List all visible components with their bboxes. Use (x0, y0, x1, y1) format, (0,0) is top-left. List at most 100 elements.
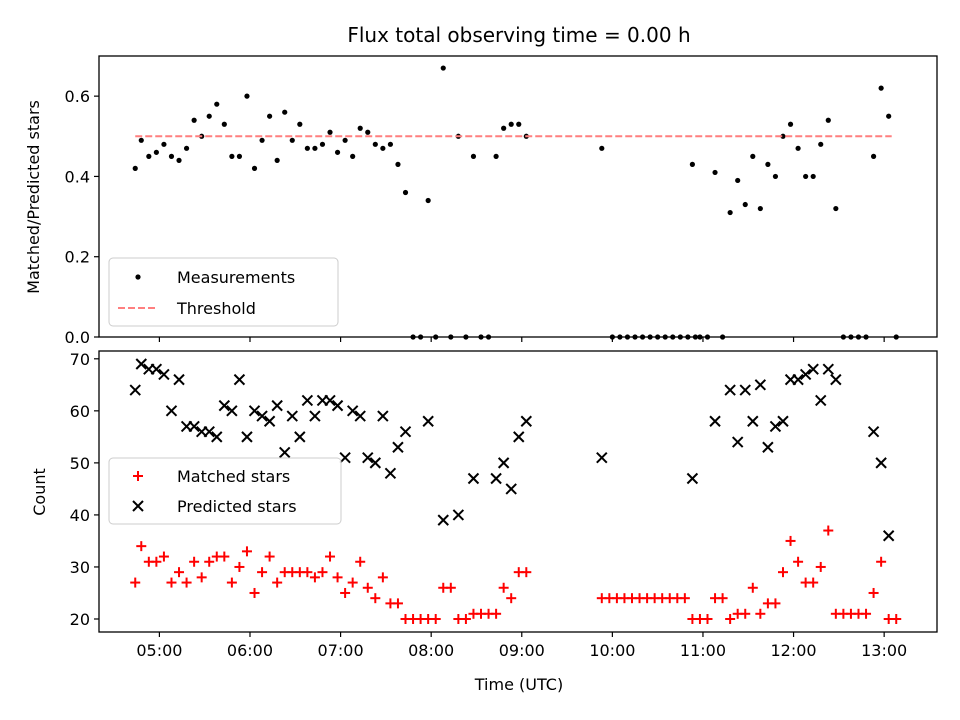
matched-stars-point (785, 535, 796, 546)
measurements-point (677, 334, 683, 340)
measurements-point (647, 334, 653, 340)
measurements-point (624, 334, 631, 340)
matched-stars-point (808, 577, 819, 588)
matched-stars-point (702, 613, 713, 624)
measurements-point (609, 334, 615, 340)
measurements-point (516, 121, 522, 127)
matched-stars-point (317, 567, 328, 578)
measurements-point (433, 334, 439, 340)
measurements-point (893, 334, 899, 340)
measurements-point (395, 161, 401, 167)
predicted-stars-point (792, 373, 804, 386)
measurements-point (670, 334, 676, 340)
predicted-stars-point (731, 436, 744, 448)
predicted-stars-point (875, 457, 887, 469)
matched-stars-point (136, 541, 147, 552)
matched-stars-point (196, 572, 207, 583)
predicted-stars-point (520, 415, 533, 427)
predicted-stars-point (867, 425, 880, 438)
x-tick-label: 06:00 (227, 641, 273, 660)
measurements-point (350, 153, 356, 159)
measurements-point (501, 125, 507, 131)
predicted-stars-point (218, 399, 231, 412)
predicted-stars-point (354, 410, 366, 422)
predicted-stars-point (241, 431, 253, 443)
matched-stars-point (181, 577, 192, 588)
matched-stars-point (717, 593, 728, 604)
measurements-point (878, 85, 884, 91)
matched-stars-point (725, 613, 736, 624)
matched-stars-point (521, 567, 532, 578)
measurements-point (712, 169, 718, 176)
measurements-point (206, 113, 212, 119)
predicted-stars-point (331, 399, 344, 412)
matched-stars-point (392, 598, 403, 609)
matched-stars-point (347, 577, 358, 588)
x-tick-label: 13:00 (861, 641, 907, 660)
bottom-panel: 05:00 06:00 07:00 08:00 09:00 10:00 11:00 12:00… (30, 350, 938, 660)
top-y-tick-label: 0.2 (65, 248, 90, 267)
predicted-stars-point (399, 425, 412, 438)
measurements-point (639, 334, 646, 340)
measurements-point (312, 145, 318, 151)
bottom-y-tick-label: 20 (70, 610, 90, 629)
measurements-point (372, 141, 378, 147)
measurements-point (221, 121, 227, 127)
predicted-stars-point (596, 451, 608, 464)
x-axis-label: Time (UTC) (474, 675, 563, 694)
predicted-stars-point (339, 451, 351, 464)
measurements-point (289, 137, 295, 143)
measurements-point (886, 113, 892, 119)
measurements-point (327, 129, 333, 135)
measurements-point (191, 117, 197, 123)
predicted-stars-point (165, 405, 178, 417)
measurements-point (259, 137, 265, 143)
matched-stars-point (362, 582, 373, 593)
x-tick-label: 05:00 (136, 641, 182, 660)
measurements-point (402, 189, 409, 196)
measurements-point (795, 145, 801, 151)
matched-stars-point (679, 593, 690, 604)
bottom-legend: Matched stars Predicted stars (108, 457, 342, 525)
x-tick-label: 08:00 (408, 641, 454, 660)
predicted-stars-point (799, 368, 812, 381)
measurements-point (485, 334, 492, 340)
measurements-point (146, 153, 152, 159)
predicted-stars-point (882, 530, 895, 542)
measurements-point (387, 141, 394, 147)
measurements-point (319, 141, 326, 147)
predicted-stars-point (324, 394, 336, 407)
measurements-point (780, 133, 786, 139)
predicted-stars-point (173, 373, 185, 386)
matched-stars-point (158, 551, 169, 562)
measurements-point (863, 334, 869, 340)
measurements-point (214, 101, 220, 107)
measurements-point (251, 165, 258, 171)
measurements-point (692, 334, 699, 340)
matched-stars-point (166, 577, 177, 588)
matched-stars-point (302, 567, 313, 578)
measurements-point (632, 334, 638, 340)
measurements-point (478, 334, 484, 340)
top-legend-box (108, 257, 339, 327)
predicted-stars-point (490, 472, 502, 485)
matched-stars-point (325, 551, 336, 562)
predicted-stars-point (369, 457, 382, 469)
predicted-stars-point (309, 410, 321, 422)
measurements-point (448, 334, 454, 340)
matched-stars-point (460, 613, 471, 624)
top-panel: 0.0 0.2 0.4 0.6 Matched/Predicted stars (24, 55, 938, 347)
predicted-stars-point (188, 420, 200, 433)
matched-stars-point (272, 577, 283, 588)
matched-stars-point (241, 546, 252, 557)
bottom-y-tick-label: 40 (70, 506, 90, 525)
measurements-point (357, 125, 363, 131)
legend-matched-marker (133, 471, 143, 481)
measurements-point (470, 153, 477, 159)
measurements-point (655, 334, 661, 340)
x-tick-label: 07:00 (318, 641, 364, 660)
matched-stars-point (506, 593, 517, 604)
matched-stars-point (891, 613, 902, 624)
matched-stars-point (355, 556, 366, 567)
measurements-point (493, 153, 499, 159)
